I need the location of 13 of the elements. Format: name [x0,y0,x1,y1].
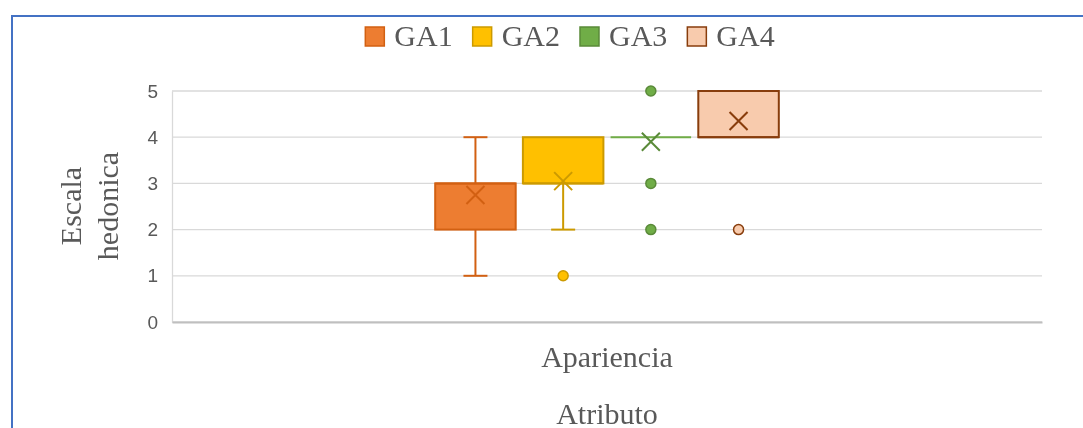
legend-label: GA4 [716,19,775,52]
x-axis-title: Atributo [556,397,658,428]
y-tick-label: 0 [147,311,158,333]
y-tick-label: 2 [147,219,158,241]
y-tick-label: 4 [147,126,159,148]
legend-label: GA1 [394,19,453,52]
y-tick-label: 1 [147,265,158,287]
legend-label: GA3 [609,19,668,52]
y-tick-label: 3 [147,172,158,194]
y-tick-label: 5 [147,80,158,102]
y-axis-title: Escala hedonica [53,151,124,261]
legend-label: GA2 [501,19,560,52]
x-tick-label: Apariencia [541,340,673,374]
